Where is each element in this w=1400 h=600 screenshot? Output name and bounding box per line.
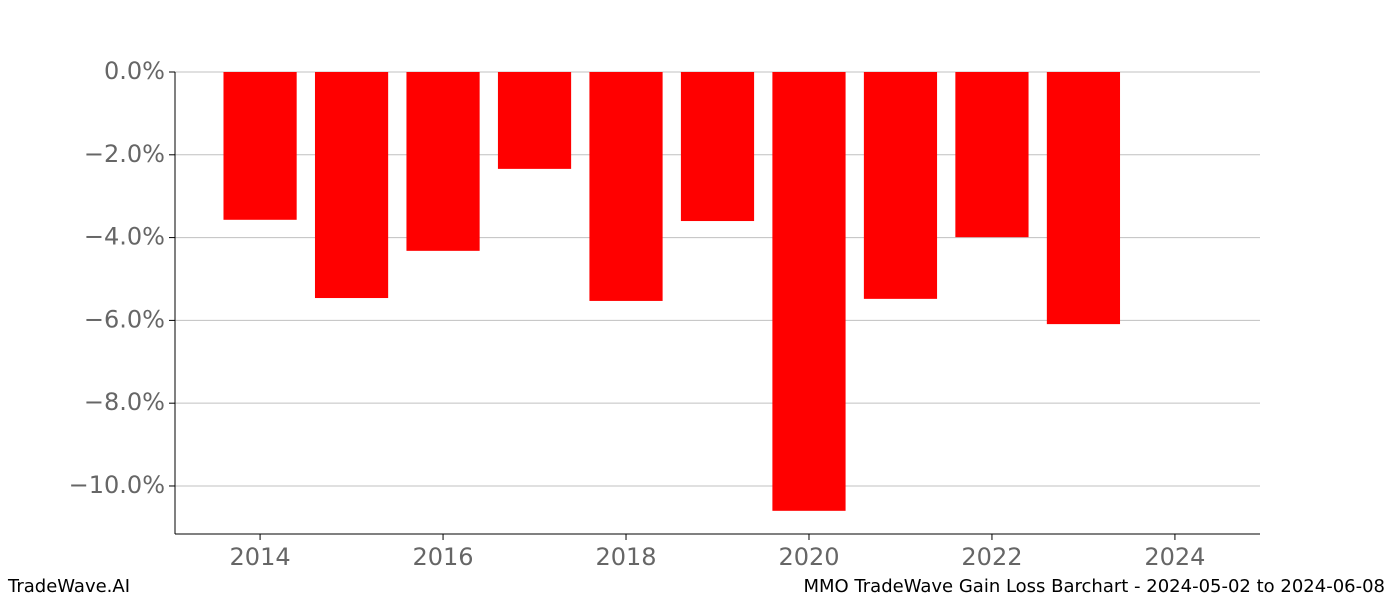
bar xyxy=(497,72,572,169)
x-tick-label: 2018 xyxy=(595,543,656,571)
bar xyxy=(223,72,297,220)
bar xyxy=(314,72,389,299)
x-tick-label: 2022 xyxy=(961,543,1022,571)
bar xyxy=(680,72,755,222)
y-tick-label: −4.0% xyxy=(84,223,165,251)
chart-title: MMO TradeWave Gain Loss Barchart - 2024-… xyxy=(803,576,1385,597)
x-tick-label: 2020 xyxy=(778,543,839,571)
bar xyxy=(1046,72,1121,325)
x-tick-label: 2014 xyxy=(230,543,291,571)
bar xyxy=(772,72,846,511)
x-tick-label: 2016 xyxy=(413,543,474,571)
y-tick-label: −8.0% xyxy=(84,388,165,416)
y-tick-label: −6.0% xyxy=(84,305,165,333)
bar xyxy=(406,72,480,251)
y-tick-label: 0.0% xyxy=(104,57,165,85)
bar xyxy=(863,72,938,299)
x-tick-label: 2024 xyxy=(1144,543,1205,571)
y-tick-label: −10.0% xyxy=(69,471,165,499)
y-tick-label: −2.0% xyxy=(84,140,165,168)
bar xyxy=(955,72,1029,238)
bar xyxy=(589,72,663,301)
source-label: TradeWave.AI xyxy=(7,576,130,597)
